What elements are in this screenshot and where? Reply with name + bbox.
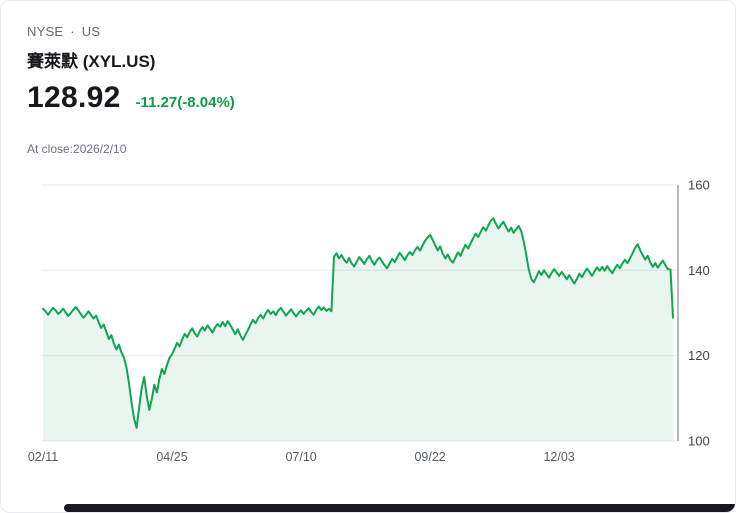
y-axis-tick-label: 140	[688, 263, 710, 278]
price-row: 128.92 -11.27(-8.04%)	[27, 81, 235, 115]
bottom-dark-bar	[64, 504, 735, 512]
price-chart[interactable]: 100 120 140 160 02/11 04/25 07/10 09/22 12/03	[28, 173, 710, 473]
exchange-label: NYSE	[27, 24, 64, 39]
exchange-row: NYSE · US	[27, 24, 100, 39]
close-time-note: At close:2026/2/10	[27, 142, 127, 156]
price-change: -11.27(-8.04%)	[135, 94, 235, 111]
x-axis-tick-label: 02/11	[28, 450, 58, 464]
x-axis-tick-label: 07/10	[285, 450, 316, 464]
x-axis-tick-label: 09/22	[414, 450, 445, 464]
y-axis-tick-label: 100	[688, 434, 710, 449]
price-value: 128.92	[27, 81, 121, 114]
x-axis-tick-label: 04/25	[156, 450, 187, 464]
y-axis-tick-label: 160	[688, 178, 710, 193]
x-axis-tick-label: 12/03	[543, 450, 574, 464]
price-chart-svg[interactable]: 100 120 140 160 02/11 04/25 07/10 09/22 12/03	[28, 173, 710, 473]
price-area-fill	[43, 218, 673, 441]
price-line	[42, 217, 674, 429]
region-label: US	[81, 24, 101, 39]
y-axis-tick-label: 120	[688, 348, 710, 363]
dot-separator: ·	[70, 24, 75, 39]
stock-title: 賽萊默 (XYL.US)	[27, 52, 156, 71]
